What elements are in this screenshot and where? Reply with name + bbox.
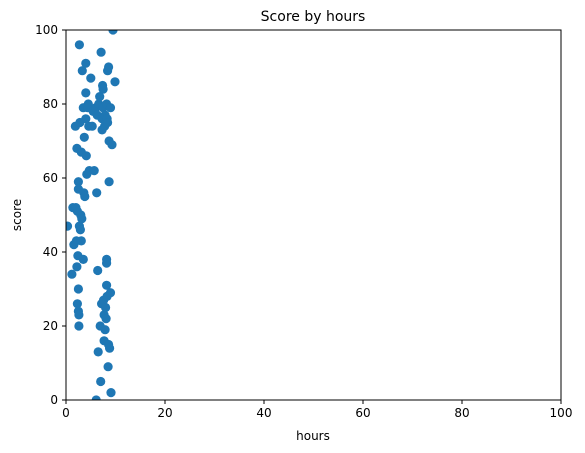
data-point-81 (104, 177, 114, 187)
data-point-68 (101, 302, 111, 313)
data-point-55 (96, 47, 106, 57)
plot-frame (65, 29, 562, 401)
data-point-41 (86, 73, 96, 83)
data-point-73 (102, 280, 112, 290)
data-point-47 (92, 188, 102, 198)
data-point-84 (105, 103, 116, 113)
x-tick-label: 60 (355, 406, 370, 420)
data-point-44 (89, 166, 99, 176)
x-axis-label: hours (296, 429, 330, 443)
y-tick-label: 60 (43, 171, 58, 185)
x-tick-label: 80 (454, 406, 469, 420)
data-point-12 (73, 177, 83, 187)
data-point-50 (93, 347, 103, 357)
data-point-54 (96, 376, 106, 387)
chart-title: Score by hours (261, 9, 366, 25)
data-point-42 (87, 121, 97, 131)
y-tick-label: 40 (43, 245, 58, 259)
data-point-9 (72, 299, 82, 309)
x-tick-label: 40 (256, 406, 271, 420)
y-axis-label: score (10, 199, 24, 231)
data-point-60 (98, 84, 108, 94)
data-point-21 (75, 225, 85, 235)
data-point-49 (93, 265, 103, 276)
data-point-14 (73, 284, 83, 294)
data-point-88 (108, 30, 118, 35)
data-point-16 (74, 310, 84, 320)
data-point-1 (67, 269, 77, 279)
data-point-28 (78, 254, 88, 264)
data-point-67 (100, 325, 110, 335)
x-axis: 0 20 40 60 80 100 (62, 400, 572, 420)
data-point-78 (103, 362, 113, 372)
x-tick-label: 20 (157, 406, 172, 420)
data-point-32 (81, 58, 91, 68)
data-point-18 (74, 40, 84, 50)
x-tick-label: 0 (62, 406, 70, 420)
x-tick-label: 100 (550, 406, 573, 420)
data-point-30 (79, 132, 89, 142)
data-point-0 (66, 221, 73, 231)
data-point-52 (95, 92, 105, 102)
data-point-86 (106, 388, 116, 398)
data-point-33 (81, 88, 91, 98)
data-point-17 (74, 321, 84, 331)
data-point-46 (91, 395, 101, 400)
data-point-25 (77, 214, 87, 224)
data-point-85 (105, 288, 116, 298)
y-axis: 0 20 40 60 80 100 (35, 23, 66, 407)
y-tick-label: 80 (43, 97, 58, 111)
data-point-24 (76, 236, 86, 246)
data-point-79 (104, 62, 114, 72)
data-point-69 (101, 314, 111, 324)
y-tick-label: 0 (50, 393, 58, 407)
data-point-89 (110, 77, 120, 87)
data-point-83 (105, 343, 115, 353)
plot-area (66, 30, 120, 400)
data-point-77 (103, 117, 113, 128)
data-point-72 (102, 258, 112, 268)
data-point-34 (81, 114, 91, 124)
data-point-38 (83, 99, 93, 109)
y-tick-label: 100 (35, 23, 58, 37)
y-tick-label: 20 (43, 319, 58, 333)
data-point-8 (72, 262, 82, 272)
data-point-87 (107, 140, 117, 150)
points-layer (66, 30, 120, 400)
data-point-31 (80, 191, 90, 202)
data-point-26 (77, 66, 87, 76)
data-point-35 (81, 151, 91, 161)
